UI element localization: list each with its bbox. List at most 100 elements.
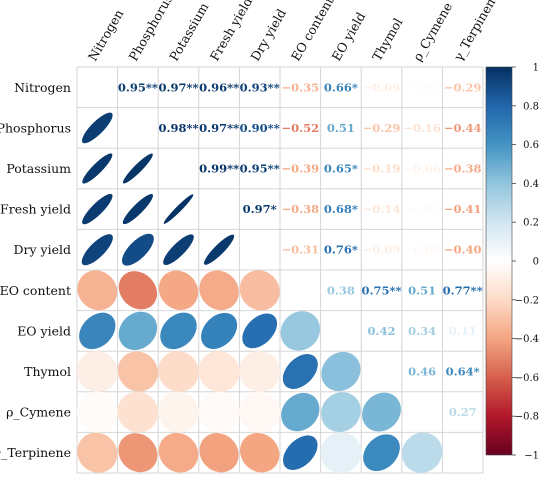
correlation-ellipse [160,312,197,350]
correlation-value: 0.75** [361,283,401,297]
correlation-value: 0.46 [408,365,436,379]
correlation-ellipse [121,233,154,266]
correlation-ellipse [79,312,116,350]
matrix-cells: 0.95** 0.97** 0.96** 0.93** −0.35 0.66* −0.09−… [76,80,483,474]
correlation-value: 0.77** [443,283,483,297]
correlation-value: 0.68* [324,202,358,216]
correlation-value: 0.65* [324,162,358,176]
matrix-grid [76,66,484,474]
correlation-value: −0.29 [444,80,482,94]
correlation-value: −0.14 [363,202,401,216]
colorbar-tick-label: 0.6 [523,140,539,151]
correlation-ellipse [281,392,320,432]
correlation-ellipse [282,354,318,389]
correlation-value: 0.97* [243,202,277,216]
row-labels: Nitrogen Phosphorus Potassium Fresh yield Dr… [0,80,71,460]
correlation-value: 0.51 [408,283,436,297]
correlation-value: −0.04 [403,243,441,257]
colorbar-tick-label: −0.2 [515,295,539,306]
correlation-ellipse [242,313,278,349]
correlation-ellipse [118,433,158,473]
correlation-value: 0.95** [240,162,280,176]
correlation-ellipse [82,193,113,225]
correlation-value: −0.09 [363,243,401,257]
correlation-ellipse [76,351,118,392]
correlation-ellipse [82,153,113,184]
correlation-ellipse [239,351,281,392]
colorbar-tick-label: 0.2 [523,218,539,229]
correlation-value: 0.96** [199,80,239,94]
row-label: Phosphorus [0,120,71,135]
correlation-value: −0.38 [281,202,319,216]
correlation-value: 0.95** [118,80,158,94]
correlation-value: −0.03 [403,202,441,216]
correlation-ellipse [321,351,361,392]
correlation-ellipse [81,112,113,144]
colorbar-tick-label: −1 [524,451,539,462]
correlation-value: 0.64* [446,365,480,379]
colorbar-tick-label: 1 [533,63,539,74]
column-label: Nitrogen [85,7,126,64]
column-label: ρ_Cymene [410,0,455,64]
row-label: Fresh yield [0,202,71,217]
correlation-ellipse [198,351,240,392]
correlation-ellipse [76,391,118,433]
correlation-value: −0.41 [444,202,482,216]
row-label: ρ_Cymene [6,405,71,420]
correlation-value: −0.19 [363,162,401,176]
column-label: γ_Terpinene [450,0,502,64]
correlation-ellipse [158,351,199,392]
correlation-ellipse [77,432,118,473]
correlation-ellipse [239,391,281,433]
correlation-ellipse [157,391,200,433]
correlation-value: −0.06 [403,162,441,176]
correlation-value: 0.98** [158,121,198,135]
correlation-value: 0.99** [199,162,239,176]
correlation-ellipse [117,391,159,433]
correlation-ellipse [401,432,443,473]
correlation-ellipse [280,311,321,351]
correlation-value: −0.52 [281,121,319,135]
correlation-ellipse [158,432,199,473]
correlation-value: 0.11 [449,324,477,338]
correlation-ellipse [239,432,280,473]
correlation-value: −0.39 [281,162,319,176]
correlation-value: −0.31 [281,243,319,257]
column-label: EO yield [329,9,369,63]
correlation-value: −0.35 [281,80,319,94]
correlation-value: 0.93** [240,80,280,94]
colorbar-tick-label: 0.4 [523,179,539,190]
correlation-value: 0.27 [449,405,477,419]
column-label: Dry yield [247,6,289,63]
colorbar-tick-label: −0.4 [515,334,539,345]
row-label: γ_Terpinene [0,445,71,460]
correlation-ellipse [163,194,194,224]
correlation-value: 0.97** [158,80,198,94]
correlation-value: 0.76* [324,243,358,257]
correlation-ellipse [158,270,199,311]
column-label: Potassium [166,0,211,64]
correlation-ellipse [320,392,361,433]
correlation-ellipse [363,434,400,472]
row-label: Thymol [24,364,71,379]
correlation-ellipse [77,270,118,311]
correlation-value: 0.34 [408,324,436,338]
correlation-ellipse [118,311,158,351]
colorbar: 1 0.8 0.6 0.4 0.2 0 −0.2 −0.4 −0.6 −0.8 −1 [485,63,539,462]
correlation-value: −0.02 [403,80,441,94]
correlation-value: −0.38 [444,162,482,176]
correlation-ellipse [118,271,158,310]
correlation-value: −0.40 [444,243,482,257]
correlation-ellipse [163,234,194,266]
correlation-value: 0.38 [327,283,355,297]
correlation-ellipse [239,270,280,311]
correlation-value: −0.29 [363,121,401,135]
correlation-ellipse [320,432,362,474]
row-label: Potassium [6,161,71,176]
row-label: EO yield [17,323,71,338]
correlation-value: 0.51 [327,121,355,135]
colorbar-tick-label: −0.6 [515,373,539,384]
